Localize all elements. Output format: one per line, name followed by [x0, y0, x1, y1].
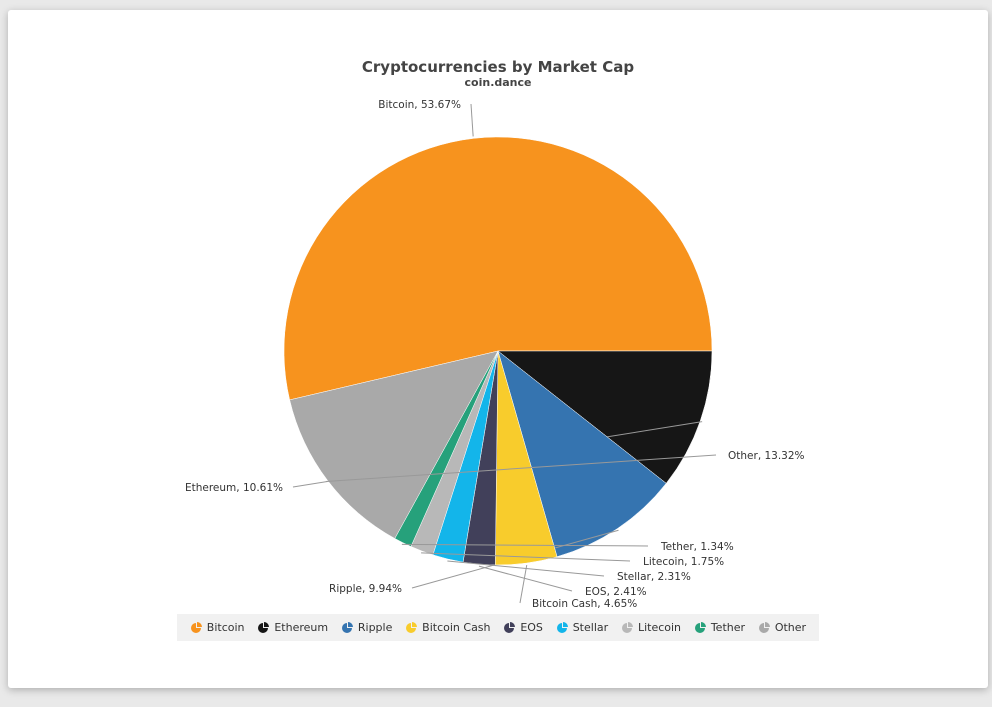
legend-item-bitcoin[interactable]: Bitcoin: [190, 621, 245, 634]
legend-label: Ethereum: [274, 621, 329, 634]
connector-other: [325, 454, 717, 483]
connector-bitcoin: [470, 103, 474, 137]
data-label-tether: Tether, 1.34%: [660, 541, 734, 553]
pie-legend-icon: [504, 621, 516, 633]
legend-label: Bitcoin Cash: [422, 621, 491, 634]
chart-subtitle: coin.dance: [464, 76, 532, 89]
pie-legend-icon: [190, 621, 202, 633]
data-label-eos: EOS, 2.41%: [585, 586, 647, 598]
pie-legend-icon: [258, 621, 270, 633]
legend-item-eos[interactable]: EOS: [503, 621, 543, 634]
legend-item-ripple[interactable]: Ripple: [341, 621, 393, 634]
legend-label: Stellar: [572, 621, 609, 634]
legend-label: Ripple: [357, 621, 393, 634]
pie-slice-bitcoin[interactable]: [283, 136, 713, 401]
chart-legend: Bitcoin Ethereum Ripple Bitcoin Cash EOS Stel…: [177, 614, 819, 641]
legend-item-ethereum[interactable]: Ethereum: [257, 621, 328, 634]
legend-label: EOS: [520, 621, 543, 634]
connector-litecoin: [421, 552, 631, 562]
legend-label: Litecoin: [637, 621, 682, 634]
data-label-stellar: Stellar, 2.31%: [617, 571, 691, 583]
connector-stellar: [447, 560, 605, 577]
legend-item-bitcoin-cash[interactable]: Bitcoin Cash: [405, 621, 491, 634]
legend-label: Other: [774, 621, 807, 634]
data-label-bitcoin: Bitcoin, 53.67%: [378, 99, 461, 111]
pie-slice-ripple[interactable]: [497, 350, 667, 557]
legend-item-litecoin[interactable]: Litecoin: [621, 621, 681, 634]
data-label-litecoin: Litecoin, 1.75%: [643, 556, 724, 568]
pie-slice-ethereum[interactable]: [497, 350, 713, 484]
pie-legend-icon: [694, 621, 706, 633]
legend-label: Bitcoin: [206, 621, 245, 634]
connector-bitcoin-cash: [519, 564, 528, 604]
data-label-other: Other, 13.32%: [728, 450, 805, 462]
connector-tether: [401, 543, 649, 547]
legend-label: Tether: [710, 621, 746, 634]
pie-legend-icon: [621, 621, 633, 633]
data-label-bitcoin-cash: Bitcoin Cash, 4.65%: [532, 598, 637, 610]
chart-title: Cryptocurrencies by Market Cap: [361, 58, 635, 76]
pie-legend-icon: [556, 621, 568, 633]
connector-eos: [478, 565, 573, 592]
legend-item-other[interactable]: Other: [758, 621, 806, 634]
pie-legend-icon: [758, 621, 770, 633]
data-label-ripple: Ripple, 9.94%: [329, 583, 402, 595]
pie-legend-icon: [406, 621, 418, 633]
pie-legend-icon: [341, 621, 353, 633]
legend-item-tether[interactable]: Tether: [694, 621, 745, 634]
pie-slice-other[interactable]: [289, 350, 499, 539]
data-label-ethereum: Ethereum, 10.61%: [185, 482, 283, 494]
legend-item-stellar[interactable]: Stellar: [556, 621, 608, 634]
